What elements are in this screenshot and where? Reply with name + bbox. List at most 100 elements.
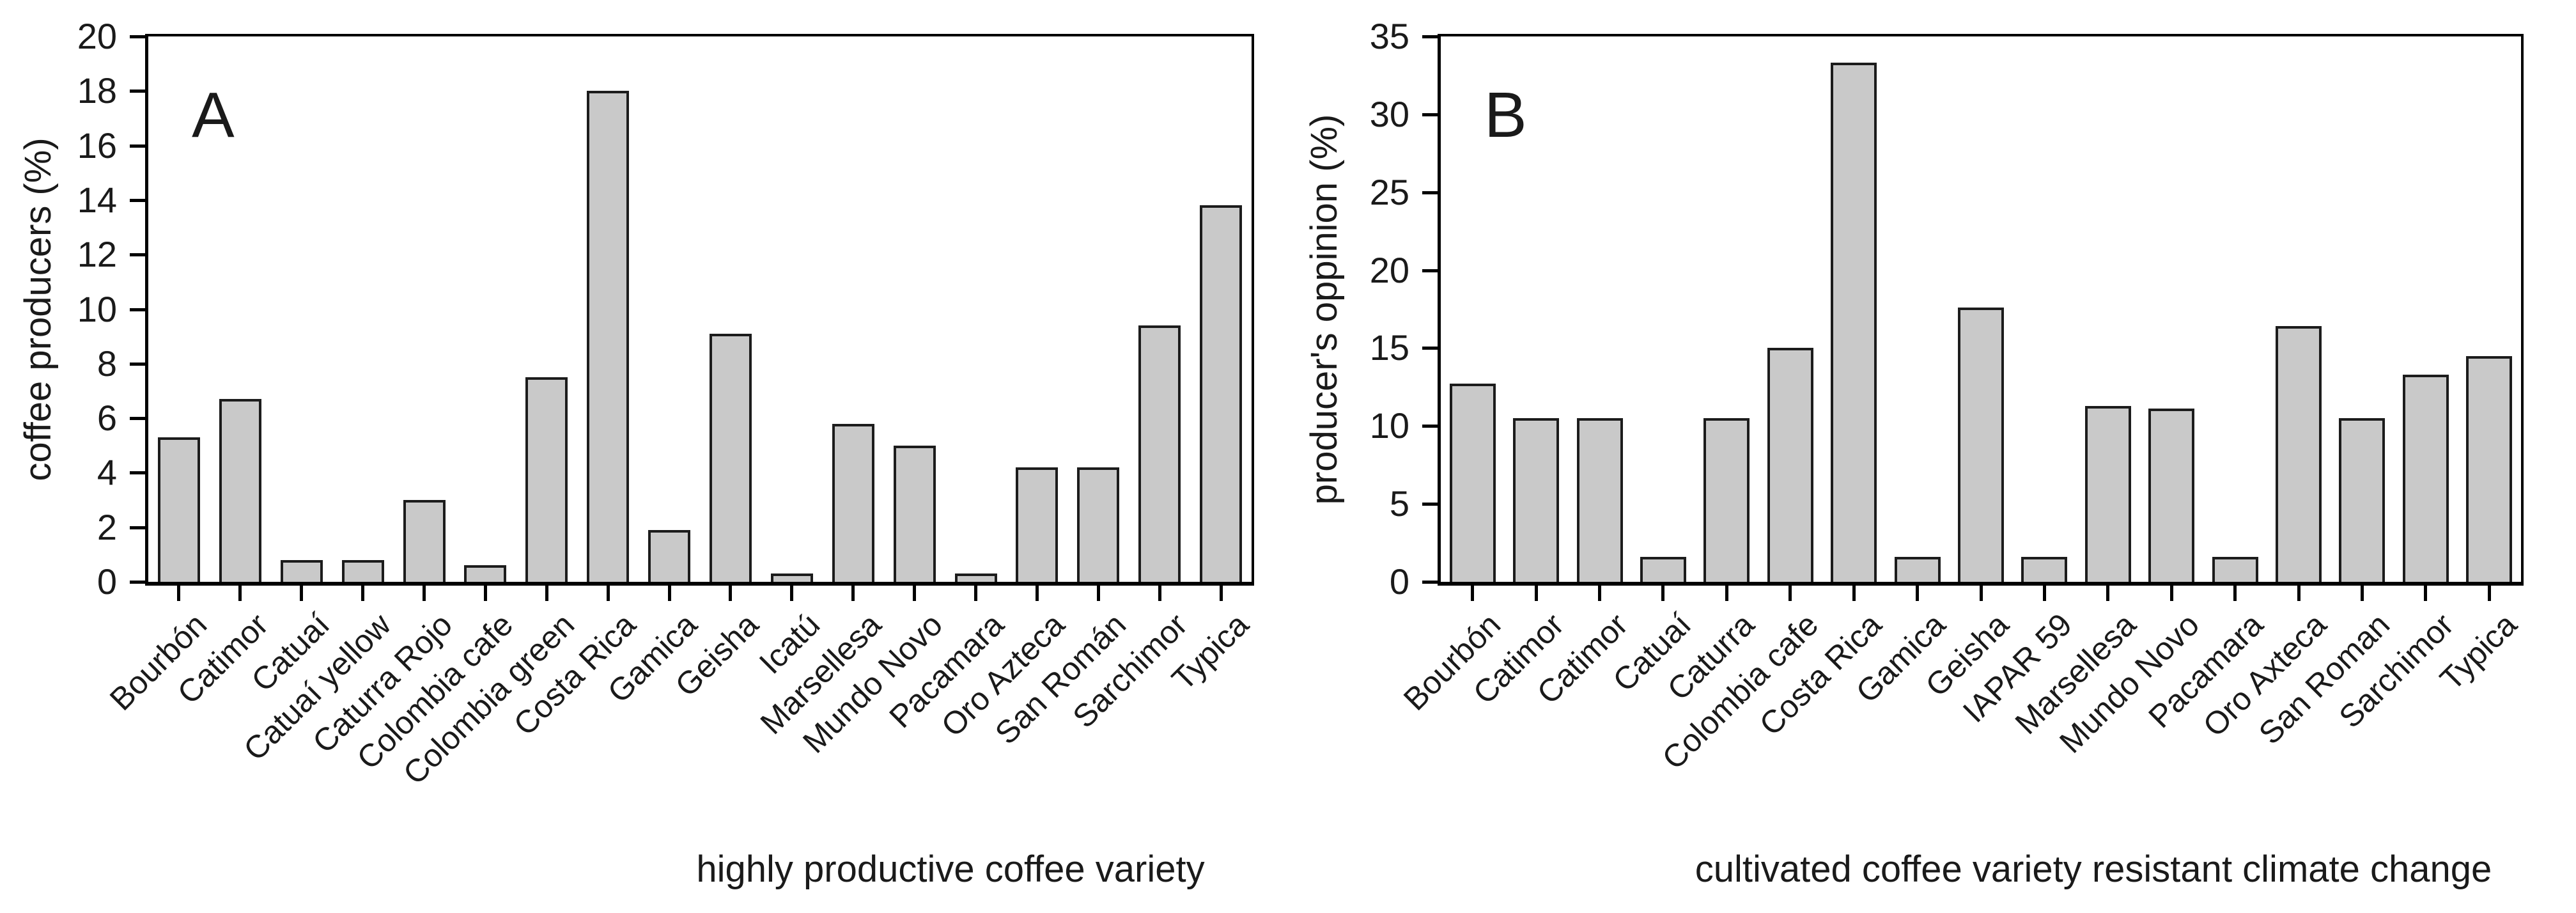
panel-a-bar-catua- [280,559,323,582]
panel-a-bar-icat- [770,574,813,582]
panel-b-bar-colombia-cafe [1767,348,1813,582]
panel-a-y-tick [130,90,145,93]
panel-b-bar-caturra [1703,418,1750,582]
panel-a-y-tick-label: 2 [97,506,117,547]
panel-b-x-tick [2233,586,2237,601]
panel-a-x-tick [1035,586,1039,601]
panel-b-x-tick [2424,586,2428,601]
panel-b-y-tick-label: 5 [1389,483,1409,524]
panel-a-x-tick [974,586,977,601]
panel-b-bar-bourb-n [1449,384,1496,582]
panel-a-bar-colombia-cafe [464,565,507,582]
panel-b-axis-bottom [1438,582,2524,586]
panel-a-bar-bourb-n [157,437,200,582]
panel-b-y-tick-label: 25 [1369,171,1409,212]
panel-a-x-tick [606,586,610,601]
panel-a-bar-costa-rica [587,91,630,582]
panel-b-x-tick [2169,586,2173,601]
panel-a-x-tick [423,586,426,601]
panel-a-bar-oro-azteca [1016,467,1059,582]
panel-b-x-tick [1916,586,1920,601]
panel-b-frame-top [1438,34,2524,36]
panel-b-bar-typica [2466,355,2513,582]
panel-b-x-tick [2042,586,2046,601]
panel-b-x-tick [1534,586,1538,601]
panel-b-letter: B [1484,79,1527,151]
panel-a-frame-right [1252,34,1254,586]
panel-b-y-tick [1422,581,1438,584]
panel-a-y-tick-label: 6 [97,398,117,439]
panel-a-letter: A [192,79,235,151]
panel-b-y-tick-label: 20 [1369,249,1409,290]
panel-b-bar-costa-rica [1831,63,1877,582]
panel-a-y-tick-label: 10 [77,288,117,329]
panel-a-x-tick [1096,586,1100,601]
panel-a-axis-bottom [145,582,1254,586]
panel-a-y-tick-label: 4 [97,452,117,493]
panel-b-x-tick [1979,586,1983,601]
panel-b-frame-right [2521,34,2524,586]
panel-b-x-tick [1852,586,1856,601]
panel-b-y-tick-label: 30 [1369,93,1409,134]
panel-a-bar-colombia-green [525,377,568,582]
panel-b-x-tick [1598,586,1602,601]
panel-a-frame-top [145,34,1254,36]
panel-b-y-tick-label: 35 [1369,16,1409,56]
panel-b-bar-gamica [1894,557,1941,582]
panel-a-x-tick [177,586,181,601]
panel-b-y-tick [1422,113,1438,116]
panel-a-y-tick-label: 8 [97,343,117,384]
panel-b-y-tick [1422,347,1438,350]
panel-b-y-tick [1422,425,1438,428]
panel-b-y-tick-label: 0 [1389,561,1409,602]
panel-a-bar-caturra-rojo [403,500,446,582]
panel-b-x-tick [1725,586,1728,601]
panel-b-y-tick-label: 15 [1369,327,1409,368]
panel-a-x-tick [851,586,855,601]
panel-a-bar-typica [1200,205,1243,582]
panel-a-y-tick-label: 16 [77,125,117,166]
panel-b-bar-iapar-59 [2021,557,2068,582]
panel-b-y-tick [1422,269,1438,272]
panel-b-y-tick [1422,191,1438,194]
panel-a-y-tick [130,144,145,148]
panel-a-x-axis-title: highly productive coffee variety [696,848,1205,890]
panel-b-bar-mundo-novo [2148,409,2195,582]
panel-a-x-tick [667,586,671,601]
panel-a-x-tick [300,586,304,601]
panel-a-y-tick [130,35,145,38]
panel-a-bar-geisha [709,333,752,582]
panel-a-y-tick-label: 20 [77,16,117,56]
panel-b-bar-catimor [1576,418,1623,582]
panel-a-bar-marsellesa [832,423,874,582]
panel-a-y-tick-label: 18 [77,70,117,111]
panel-a-bar-catua-yellow [341,559,384,582]
panel-a-y-tick [130,417,145,421]
panel-a-x-tick [361,586,365,601]
panel-b-x-tick [1661,586,1665,601]
panel-b-x-tick [2360,586,2364,601]
panel-b-x-axis-title: cultivated coffee variety resistant clim… [1695,848,2492,890]
panel-b-bar-catimor [1513,418,1560,582]
panel-a-bar-pacamara [954,574,997,582]
panel-a-y-tick [130,198,145,202]
panel-b-bar-pacamara [2212,557,2258,582]
panel-a-y-tick [130,308,145,311]
panel-b-bar-sarchimor [2402,374,2449,582]
panel-a-x-tick [913,586,917,601]
panel-a-y-tick [130,526,145,529]
panel-a-x-tick [790,586,794,601]
panel-a-bar-san-rom-n [1077,467,1120,582]
panel-a-bar-sarchimor [1138,325,1181,582]
panel-a-x-tick [1158,586,1161,601]
panel-b-bar-catua- [1640,557,1686,582]
panel-a-bar-mundo-novo [893,445,936,582]
panel-a-y-tick-label: 12 [77,234,117,275]
panel-a-x-tick [483,586,487,601]
panel-b-x-tick [2106,586,2110,601]
panel-a-x-tick [729,586,733,601]
panel-a-y-tick [130,362,145,366]
panel-b-bar-oro-axteca [2276,326,2322,582]
panel-b-y-tick-label: 10 [1369,405,1409,446]
